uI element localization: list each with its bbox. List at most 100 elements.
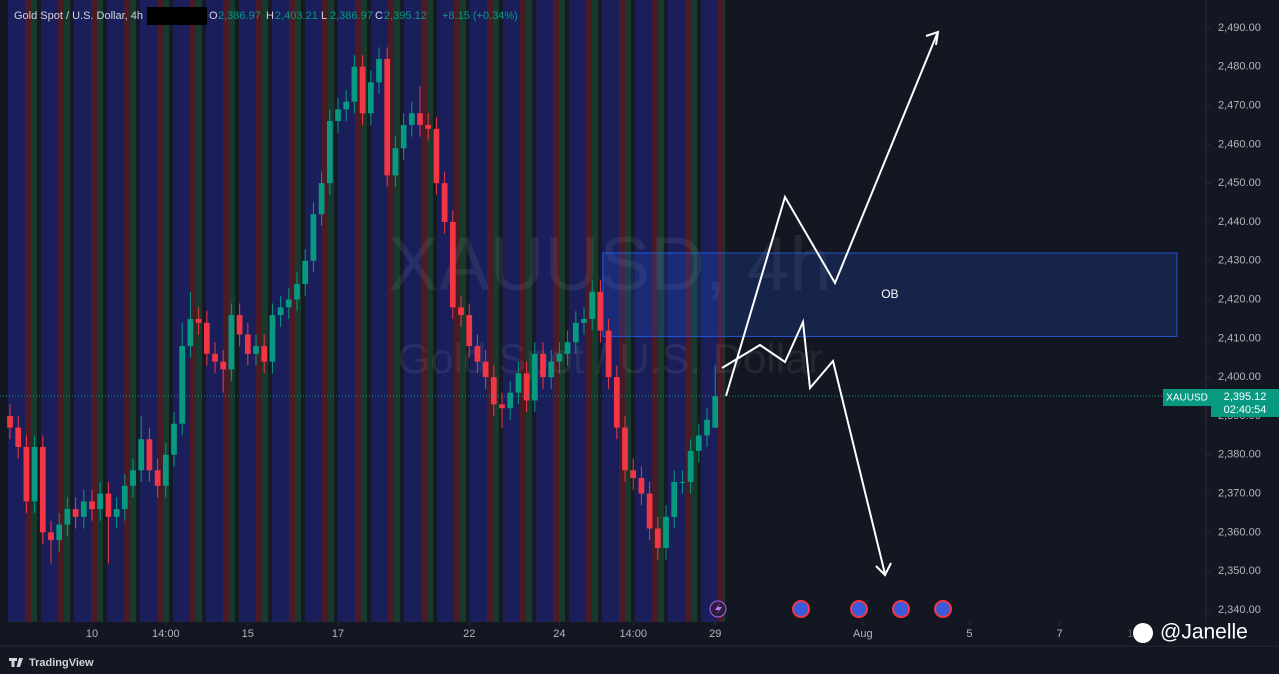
candle-body [630,470,637,479]
session-background [8,0,725,622]
candle-body [285,299,292,308]
candle-body [540,353,546,378]
candle-body [121,485,128,510]
x-tick-label: 17 [332,628,344,640]
brand: TradingView [29,657,94,669]
y-tick-label: 2,420.00 [1218,293,1261,305]
event-icon[interactable] [792,600,810,618]
candle-body [679,481,686,483]
y-tick-label: 2,360.00 [1218,526,1261,538]
candle-body [392,148,399,176]
bolt [715,603,722,615]
candle-body [269,315,276,362]
y-tick-label: 2,480.00 [1218,61,1261,73]
candle-body [433,128,440,184]
y-tick-label: 2,400.00 [1218,371,1261,383]
candle-body [556,353,563,362]
countdown: 02:40:54 [1224,404,1267,416]
legend-header: Gold Spot / U.S. Dollar, 4h O 2,386.97 H… [14,7,518,25]
candle-body [458,307,464,316]
candle-body [80,501,87,517]
bull-arrow [725,33,938,397]
ohlc-key: L [321,10,327,22]
x-tick-label: 22 [463,628,475,640]
candle-body [384,58,391,176]
symbol-badge [1163,389,1211,406]
candle-body [203,322,210,354]
arrow-head [875,562,892,577]
ohlc-value: 2,403.21 [275,10,318,22]
candle-body [367,82,374,114]
candle-body [236,315,243,335]
symbol-title: Gold Spot / U.S. Dollar, 4h [14,10,143,22]
candle-body [597,291,604,331]
y-tick-label: 2,470.00 [1218,99,1261,111]
ob-zone [602,252,1178,337]
candle-body [622,427,628,471]
candle-body [466,315,473,347]
bear-arrow [721,318,886,575]
candle-body [31,447,38,502]
candle-body [376,58,382,83]
ohlc-key: H [266,10,274,22]
y-tick-label: 2,350.00 [1218,565,1261,577]
credit-text: @Janelle [1160,621,1248,644]
candle-body [351,66,358,102]
candle-body [482,361,489,378]
ob-label: OB [881,287,898,301]
ohlc-value: 2,395.12 [384,10,427,22]
candle-body [564,342,571,354]
candle-body [244,334,251,354]
candle-body [195,318,202,323]
candle-body [638,478,645,494]
candle-body [310,214,317,261]
candle-body [343,101,350,110]
ohlc-value: 2,386.97 [218,10,261,22]
x-tick-label: Aug [853,628,873,640]
y-tick-label: 2,370.00 [1218,487,1261,499]
candle-body [515,373,522,393]
candle-body [39,447,46,533]
candle-body [400,124,407,149]
candle-body [138,439,145,471]
ohlc-key: O [209,10,218,22]
redaction [147,7,207,25]
ohlc-key: C [375,10,383,22]
y-tick-label: 2,490.00 [1218,22,1261,34]
candle-body [589,291,596,319]
candle-body [179,346,186,424]
candle-body [663,516,669,548]
candle-body [97,493,104,510]
x-tick-label: 14:00 [619,628,647,640]
candle-body [318,183,325,215]
x-tick-label: 14:00 [152,628,180,640]
credit-bg [1128,620,1279,646]
event-icons [709,600,952,618]
y-tick-label: 2,460.00 [1218,138,1261,150]
x-tick-label: 24 [553,628,565,640]
candle-body [441,183,448,222]
candle-body [187,318,194,347]
candle-body [212,353,218,362]
candle-body [449,221,456,308]
candle-body [581,318,587,323]
zone-group: OB [602,252,1178,337]
x-tick-label: 5 [966,628,972,640]
last-price-label: XAUUSD 2,395.12 02:40:54 [1163,389,1279,417]
candle-body [605,330,612,378]
y-tick-label: 2,430.00 [1218,255,1261,267]
candle-body [425,124,432,129]
event-icon[interactable] [850,600,868,618]
candle-body [162,454,169,486]
credit-icon [1133,623,1153,643]
candle-body [105,493,112,517]
ticks: 2,340.00 2,350.00 2,360.00 2,370.00 2,380.00… [86,22,1261,640]
watermark-symbol: XAUUSD, 4h [388,222,832,307]
candle-body [531,353,538,401]
candle-body [146,439,153,471]
event-icon[interactable] [892,600,910,618]
candle-body [56,524,63,541]
event-icon[interactable] [934,600,952,618]
candle-body [7,415,13,428]
